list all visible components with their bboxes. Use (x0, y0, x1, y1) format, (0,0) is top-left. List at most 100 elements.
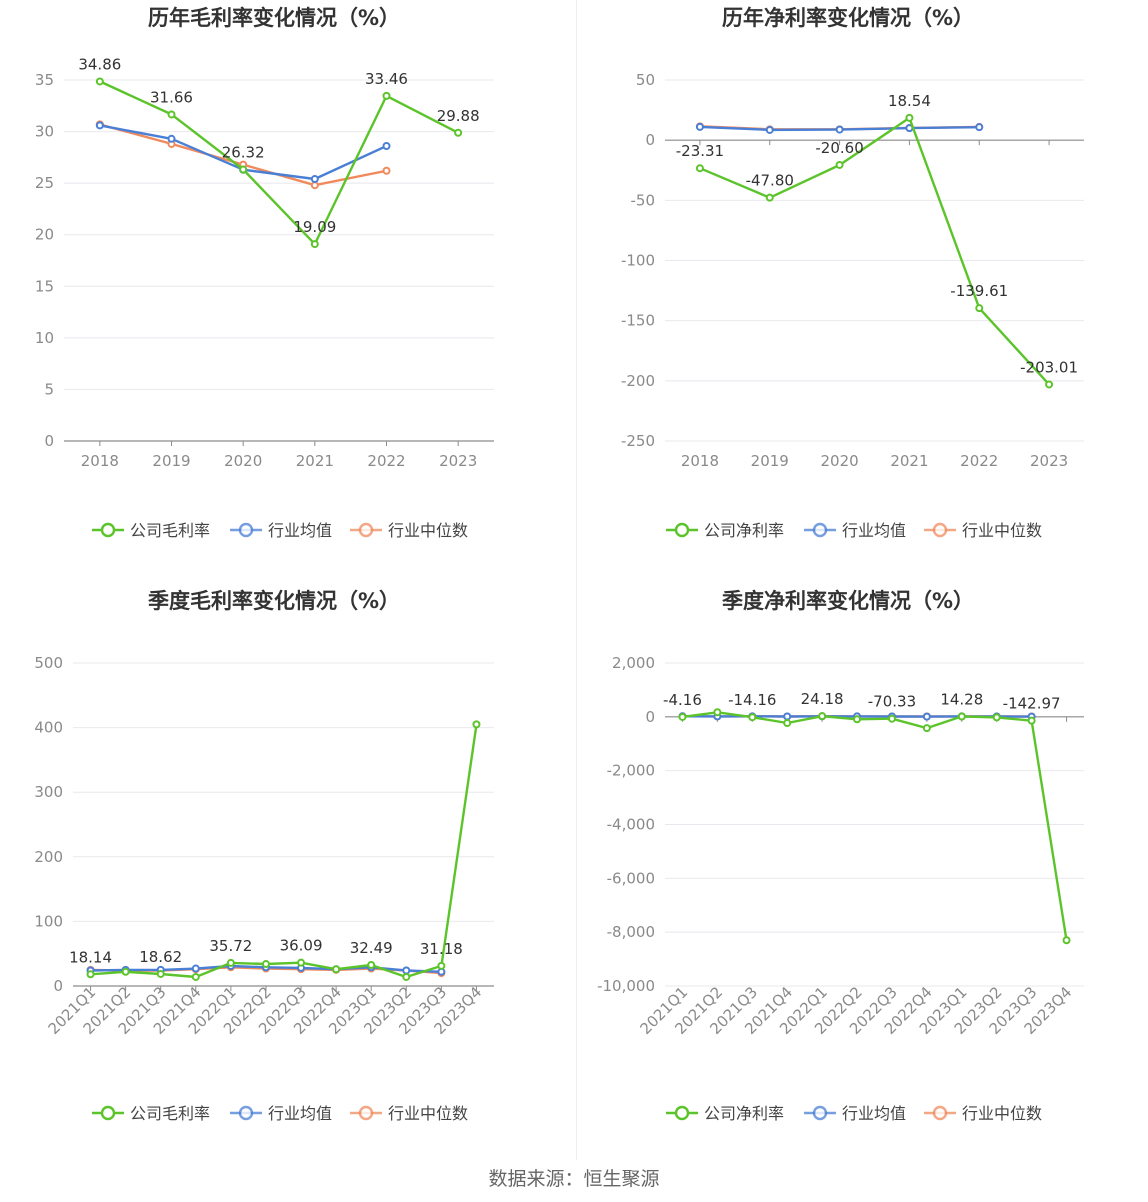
legend-swatch-marker (100, 1105, 116, 1121)
data-point-industry_avg (835, 125, 844, 134)
legend-item: 行业均值 (230, 1104, 332, 1123)
legend-label: 行业均值 (268, 521, 332, 540)
data-point-company (748, 713, 757, 722)
legend-label: 公司毛利率 (130, 521, 210, 540)
data-point-company (454, 128, 463, 137)
x-tick-label: 2020 (820, 452, 858, 470)
chart-title: 季度净利率变化情况（%） (722, 589, 974, 613)
data-point-company (713, 708, 722, 717)
data-source-note: 数据来源：恒生聚源 (488, 1168, 660, 1190)
y-tick-label: -250 (621, 432, 655, 450)
y-tick-label: -10,000 (597, 977, 655, 995)
y-tick-label: 0 (53, 977, 63, 995)
chart-annual-net-margin: 历年净利率变化情况（%） -250 -200 -150 -100 -50 0 50 2018 20… (621, 6, 1084, 540)
data-point-company (818, 712, 827, 721)
data-point-industry_avg (310, 175, 319, 184)
y-tick-label: 15 (35, 277, 54, 295)
chart-panel-quarterly-gross-margin: 季度毛利率变化情况（%） 0 100 200 300 400 500 2021Q1 2021Q2… (0, 583, 574, 1166)
x-tick-label: 2021 (890, 452, 928, 470)
data-point-company (382, 91, 391, 100)
data-label: 32.49 (350, 939, 393, 957)
x-tick-label: 2022 (960, 452, 998, 470)
x-tick-label: 2018 (81, 452, 119, 470)
y-tick-label: -50 (631, 191, 656, 209)
legend-swatch-marker (932, 522, 948, 538)
chart-quarterly-net-margin: 季度净利率变化情况（%） -10,000 -8,000 -6,000 -4,000 -2,… (597, 589, 1084, 1123)
data-label: 35.72 (209, 937, 252, 955)
data-label: 29.88 (437, 107, 480, 125)
legend-swatch-marker (674, 522, 690, 538)
data-label: 18.54 (888, 92, 931, 110)
data-label: 34.86 (78, 55, 121, 73)
legend-label: 行业均值 (842, 1104, 906, 1123)
data-point-company (156, 969, 165, 978)
y-tick-label: 400 (34, 719, 63, 737)
legend-item: 公司毛利率 (92, 521, 210, 540)
data-point-industry_avg (95, 121, 104, 130)
y-tick-label: -8,000 (607, 923, 655, 941)
y-tick-label: 100 (34, 912, 63, 930)
data-point-company (402, 972, 411, 981)
data-point-company (678, 712, 687, 721)
data-label: -47.80 (746, 172, 794, 190)
legend-swatch-marker (932, 1105, 948, 1121)
y-tick-label: -100 (621, 252, 655, 270)
legend-label: 行业中位数 (388, 521, 468, 540)
data-point-company (310, 240, 319, 249)
data-label: 24.18 (801, 690, 844, 708)
data-label: 31.18 (420, 940, 463, 958)
y-tick-label: -4,000 (607, 816, 655, 834)
data-point-company (167, 110, 176, 119)
legend-swatch-marker (358, 1105, 374, 1121)
chart-annual-gross-margin: 历年毛利率变化情况（%） 0 5 10 15 20 25 30 35 2018 2019 2020 20… (35, 6, 494, 540)
x-tick-label: 2023 (439, 452, 477, 470)
data-point-company (975, 304, 984, 313)
series-line-company (699, 116, 1050, 386)
data-point-company (191, 972, 200, 981)
x-tick-label: 2020 (224, 452, 262, 470)
data-point-industry_median (310, 181, 319, 190)
x-tick-label: 2018 (681, 452, 719, 470)
legend-label: 行业中位数 (962, 1104, 1042, 1123)
data-label: -139.61 (950, 282, 1008, 300)
series-line-company (682, 711, 1068, 941)
data-point-company (261, 960, 270, 969)
data-point-company (992, 713, 1001, 722)
data-label: 19.09 (293, 218, 336, 236)
data-point-industry_avg (765, 125, 774, 134)
y-tick-label: -150 (621, 312, 655, 330)
data-point-company (695, 164, 704, 173)
data-point-company (95, 77, 104, 86)
data-point-company (297, 958, 306, 967)
data-label: -14.16 (728, 691, 776, 709)
legend-item: 公司毛利率 (92, 1104, 210, 1123)
legend-item: 行业中位数 (350, 1104, 468, 1123)
data-point-company (121, 967, 130, 976)
data-point-company (765, 193, 774, 202)
series-line-company (90, 724, 478, 979)
legend-item: 行业中位数 (350, 521, 468, 540)
data-point-company (226, 958, 235, 967)
chart-panel-annual-gross-margin: 历年毛利率变化情况（%） 0 5 10 15 20 25 30 35 2018 2019 2020 20… (0, 0, 574, 583)
legend-item: 行业均值 (230, 521, 332, 540)
legend-item: 行业均值 (804, 521, 906, 540)
chart-panel-annual-net-margin: 历年净利率变化情况（%） -250 -200 -150 -100 -50 0 50 2018 20… (574, 0, 1148, 583)
legend-swatch-marker (812, 522, 828, 538)
y-tick-label: -6,000 (607, 869, 655, 887)
data-point-company (472, 720, 481, 729)
x-tick-label: 2023 (1030, 452, 1068, 470)
legend-swatch-marker (100, 522, 116, 538)
data-point-company (887, 714, 896, 723)
legend-label: 公司净利率 (704, 1104, 784, 1123)
y-tick-label: 35 (35, 71, 54, 89)
y-tick-label: 500 (34, 654, 63, 672)
data-point-company (332, 965, 341, 974)
data-point-industry_avg (382, 142, 391, 151)
data-point-company (367, 961, 376, 970)
data-label: 26.32 (222, 144, 265, 162)
data-point-company (1027, 716, 1036, 725)
chart-panel-quarterly-net-margin: 季度净利率变化情况（%） -10,000 -8,000 -6,000 -4,000 -2,… (574, 583, 1148, 1166)
y-tick-label: 0 (645, 708, 655, 726)
data-point-industry_avg (783, 712, 792, 721)
x-tick-label: 2019 (751, 452, 789, 470)
